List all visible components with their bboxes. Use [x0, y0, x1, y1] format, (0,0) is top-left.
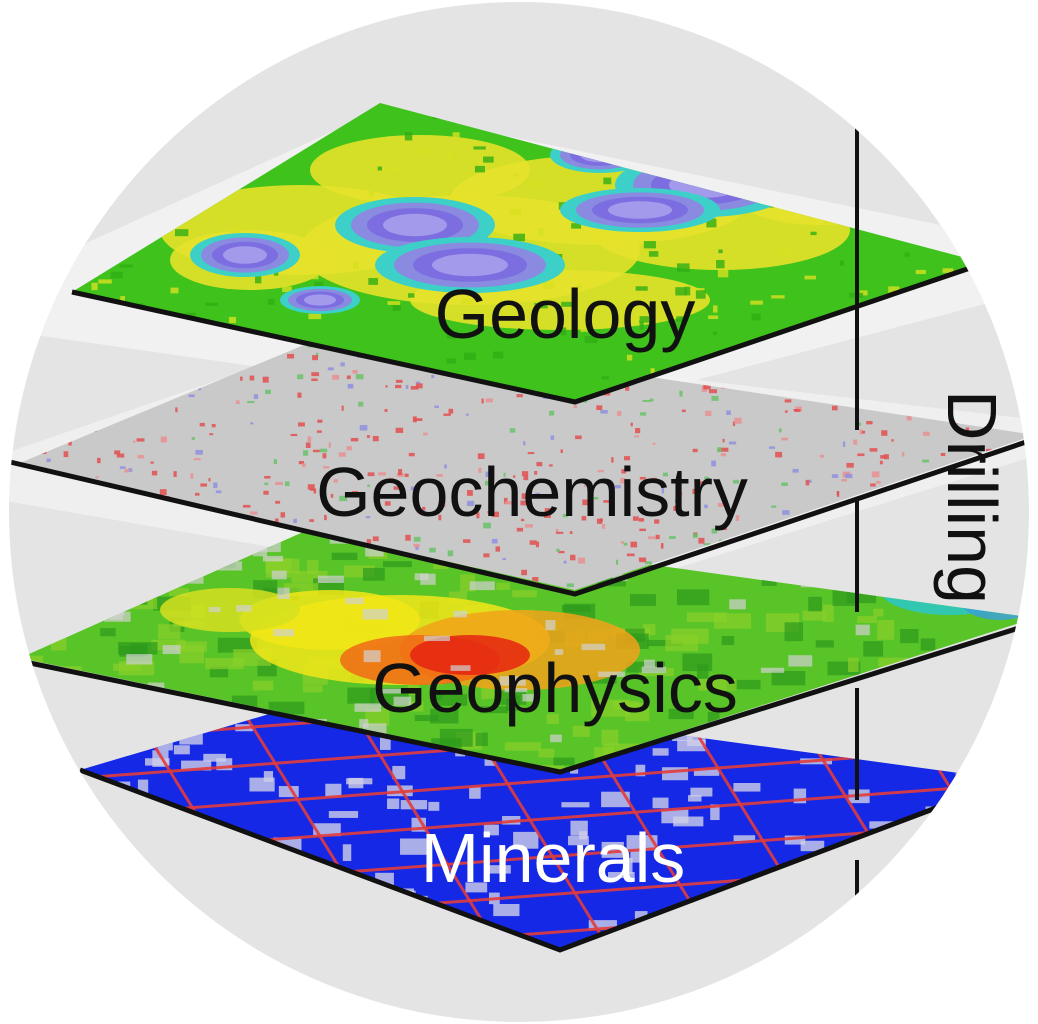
geology-edge	[71, 260, 986, 405]
geochemistry-edge	[9, 435, 1029, 597]
layer-stack	[9, 103, 1029, 953]
layer-label-geology: Geology	[435, 275, 696, 353]
geophysics-edge	[14, 619, 1029, 775]
minerals-edge	[79, 767, 1011, 953]
drilling-label: Drilling	[933, 390, 1011, 604]
geochemistry-plane	[15, 330, 1029, 590]
layer-label-geophysics: Geophysics	[372, 649, 738, 727]
layer-label-minerals: Minerals	[421, 819, 686, 897]
layer-label-geochemistry: Geochemistry	[316, 453, 748, 531]
